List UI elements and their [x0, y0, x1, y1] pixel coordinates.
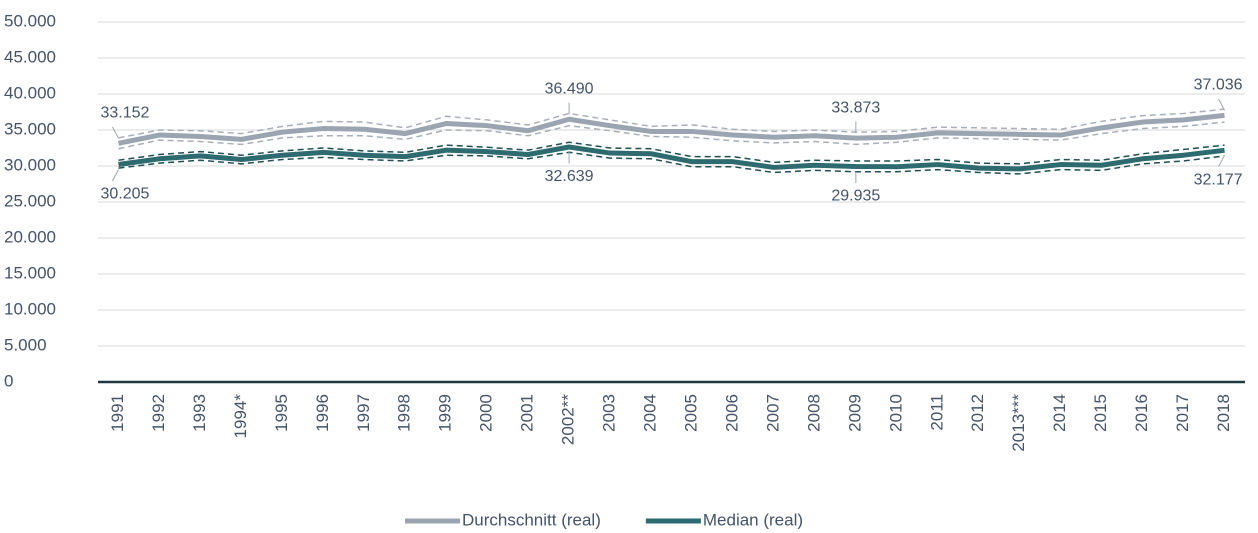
leader-line	[1218, 155, 1225, 168]
band-line	[118, 151, 1225, 175]
y-tick-label: 45.000	[4, 47, 56, 66]
y-tick-label: 10.000	[4, 299, 56, 318]
x-tick-label: 1997	[354, 394, 373, 432]
series-line	[118, 144, 1225, 172]
data-label: 37.036	[1194, 77, 1243, 94]
x-tick-label: 2016	[1132, 394, 1151, 432]
x-tick-label: 1994*	[231, 394, 250, 439]
x-tick-label: 1991	[108, 394, 127, 432]
x-tick-label: 1998	[395, 394, 414, 432]
x-tick-label: 2001	[518, 394, 537, 432]
x-tick-label: 1992	[149, 394, 168, 432]
data-label: 32.177	[1194, 172, 1243, 189]
leader-line	[112, 126, 119, 139]
data-label: 30.205	[100, 186, 149, 203]
data-label: 29.935	[831, 188, 880, 205]
x-tick-label: 2004	[641, 394, 660, 432]
y-tick-label: 40.000	[4, 83, 56, 102]
y-tick-label: 5.000	[4, 335, 47, 354]
y-tick-label: 15.000	[4, 263, 56, 282]
y-tick-label: 0	[4, 371, 13, 390]
x-tick-label: 2005	[681, 394, 700, 432]
legend-label: Durchschnitt (real)	[462, 510, 601, 529]
x-tick-label: 2010	[886, 394, 905, 432]
x-tick-label: 2014	[1050, 394, 1069, 432]
data-label: 33.152	[100, 105, 149, 122]
x-tick-label: 2011	[927, 394, 946, 431]
data-label: 33.873	[831, 99, 880, 116]
y-tick-label: 50.000	[4, 11, 56, 30]
x-tick-label: 1993	[190, 394, 209, 432]
x-tick-label: 2003	[600, 394, 619, 432]
x-tick-label: 2000	[477, 394, 496, 432]
leader-line	[112, 169, 119, 182]
band-line	[118, 141, 1225, 165]
series-line	[117, 112, 1225, 146]
x-tick-label: 1999	[436, 394, 455, 432]
x-tick-label: 2008	[804, 394, 823, 432]
x-tick-label: 2002**	[559, 394, 578, 445]
x-tick-label: 1995	[272, 394, 291, 432]
x-tick-label: 2018	[1214, 394, 1233, 432]
x-tick-label: 2007	[763, 394, 782, 432]
y-tick-label: 30.000	[4, 155, 56, 174]
y-tick-label: 25.000	[4, 191, 56, 210]
x-tick-label: 2015	[1091, 394, 1110, 432]
data-label: 36.490	[545, 80, 594, 97]
x-tick-label: 2009	[845, 394, 864, 432]
y-tick-label: 35.000	[4, 119, 56, 138]
x-tick-label: 2012	[968, 394, 987, 432]
y-tick-label: 20.000	[4, 227, 56, 246]
band-line	[118, 121, 1225, 150]
x-tick-label: 2017	[1173, 394, 1192, 432]
legend-label: Median (real)	[703, 510, 803, 529]
leader-line	[1218, 98, 1225, 111]
data-label: 32.639	[545, 168, 594, 185]
x-tick-label: 2013***	[1009, 394, 1028, 452]
x-tick-label: 2006	[722, 394, 741, 432]
band-line	[118, 108, 1225, 139]
x-tick-label: 1996	[313, 394, 332, 432]
